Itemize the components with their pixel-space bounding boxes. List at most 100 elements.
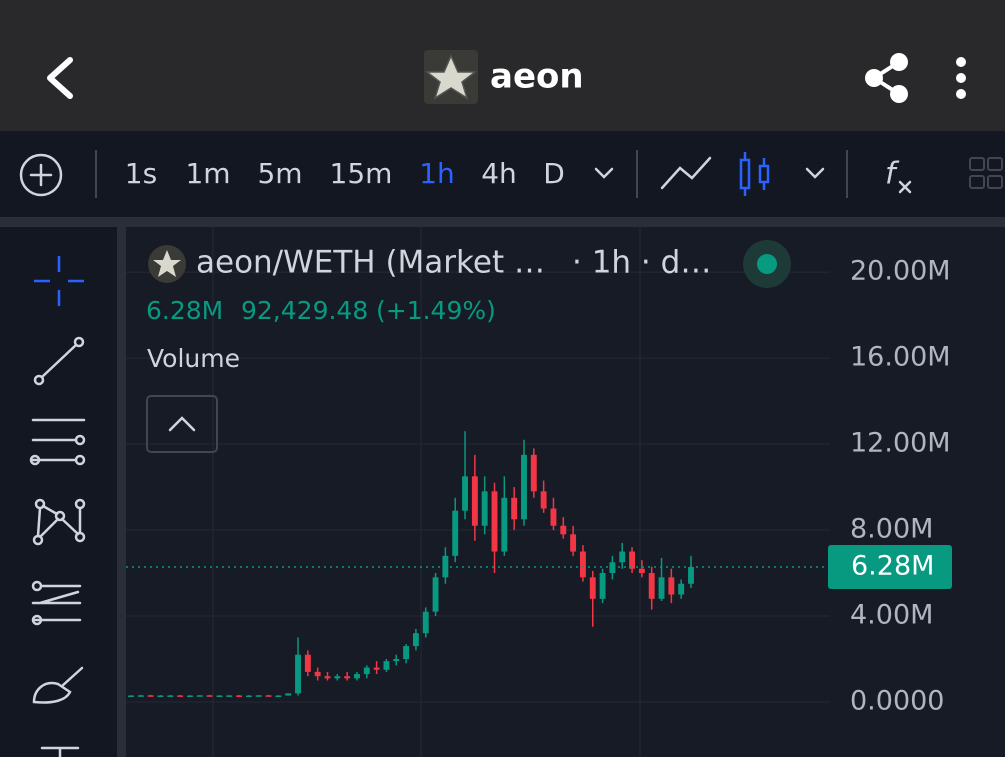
interval-button[interactable]: 1s: [125, 157, 157, 190]
candle-body: [324, 676, 331, 679]
candle-body: [570, 534, 577, 552]
candle-body: [196, 695, 203, 697]
fib-tool[interactable]: [29, 418, 86, 466]
candle-body: [383, 661, 390, 670]
interval-group: 1s 1m 5m 15m 1h 4h D: [125, 157, 565, 190]
candle-body: [530, 454, 537, 492]
interval-button[interactable]: 5m: [257, 157, 302, 190]
trendline-tool[interactable]: [33, 336, 85, 386]
candle-body: [147, 695, 154, 697]
interval-button[interactable]: 1h: [419, 157, 455, 190]
candle-body: [658, 577, 665, 599]
candle-body: [422, 611, 429, 634]
chart-area: [126, 227, 1005, 757]
candle-body: [668, 577, 675, 595]
candle-body: [560, 525, 567, 535]
indicator-x: [898, 180, 912, 194]
crosshair-tool[interactable]: [34, 256, 84, 306]
drawing-sidebar: [0, 227, 117, 757]
chart-subtitle: · 1h · d…: [572, 245, 711, 281]
candle-body: [638, 568, 645, 574]
add-button[interactable]: [19, 153, 63, 197]
interval-button[interactable]: 1m: [185, 157, 230, 190]
candle-body: [226, 695, 233, 697]
candle-body: [177, 695, 184, 697]
candle-body: [344, 676, 351, 679]
collapse-chevron: [168, 416, 196, 432]
back-button[interactable]: [47, 57, 73, 99]
candle-body: [265, 695, 272, 697]
candle-body: [521, 454, 527, 520]
candle-body: [187, 695, 193, 698]
candle-body: [334, 676, 341, 679]
plot: [126, 431, 828, 698]
brush-tool[interactable]: [32, 666, 84, 704]
candle-body: [452, 510, 459, 556]
candle-body: [373, 667, 380, 670]
grid: [126, 271, 830, 703]
separator: [0, 217, 1005, 227]
candle-body: [206, 695, 213, 697]
candle-body: [167, 695, 174, 697]
candle-body: [579, 551, 586, 578]
pattern-tool[interactable]: [32, 498, 86, 546]
last-price-label: 6.28M: [851, 551, 934, 582]
more-button[interactable]: [956, 57, 966, 99]
toolbar: [0, 131, 1005, 217]
candle-body: [403, 646, 410, 659]
y-tick-label: 20.00M: [850, 256, 951, 287]
indicator-label: Volume: [147, 344, 240, 373]
candle-body: [678, 583, 685, 595]
separator: [117, 227, 126, 757]
candle-body: [275, 695, 282, 698]
interval-dropdown[interactable]: [594, 167, 614, 179]
candle-body: [491, 491, 498, 552]
status-dot: [757, 254, 777, 274]
candle-body: [128, 695, 134, 698]
candle-body: [501, 497, 508, 552]
text-tool[interactable]: [40, 746, 80, 757]
share-button[interactable]: [865, 53, 908, 103]
candle-body: [137, 695, 144, 697]
candle-body: [304, 654, 311, 672]
candle-body: [216, 695, 223, 698]
candle-body: [629, 551, 635, 569]
candle-body: [255, 695, 262, 697]
candle-body: [393, 658, 400, 662]
y-tick-label: 16.00M: [850, 342, 951, 373]
candle-body: [481, 491, 488, 526]
legend-volume: 92,429.48: [241, 296, 368, 325]
type-dropdown[interactable]: [805, 167, 825, 179]
interval-button[interactable]: D: [543, 157, 565, 190]
chart-title: aeon/WETH (Market …: [196, 245, 545, 281]
last-price-box: [828, 545, 952, 590]
candle-body: [285, 693, 292, 696]
candle-body: [245, 695, 252, 698]
interval-button[interactable]: 15m: [330, 157, 393, 190]
y-tick-label: 0.0000: [850, 685, 944, 716]
candle-body: [540, 491, 547, 509]
y-tick-label: 12.00M: [850, 428, 951, 459]
candle-body: [363, 667, 370, 675]
candle-type-button[interactable]: [739, 152, 770, 196]
candle-body: [236, 695, 243, 697]
candle-body: [511, 497, 518, 520]
candle-body: [599, 573, 606, 599]
collapse-button[interactable]: [146, 395, 218, 453]
candle-body: [412, 633, 419, 647]
candle-body: [550, 508, 557, 526]
projection-tool[interactable]: [31, 580, 82, 626]
y-tick-label: 8.00M: [850, 514, 933, 545]
line-type-button[interactable]: [660, 156, 712, 190]
candle-body: [295, 654, 301, 694]
layout-button[interactable]: [969, 157, 1003, 189]
candle-body: [432, 577, 439, 612]
interval-button[interactable]: 4h: [481, 157, 517, 190]
header-bar: [0, 0, 1005, 131]
candle-body: [648, 573, 655, 599]
legend-price: 6.28M: [146, 296, 223, 325]
candle-body: [471, 476, 478, 526]
candle-body: [688, 567, 694, 584]
star-icon: [153, 250, 181, 277]
